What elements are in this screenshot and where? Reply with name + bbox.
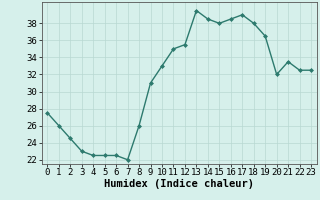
- X-axis label: Humidex (Indice chaleur): Humidex (Indice chaleur): [104, 179, 254, 189]
